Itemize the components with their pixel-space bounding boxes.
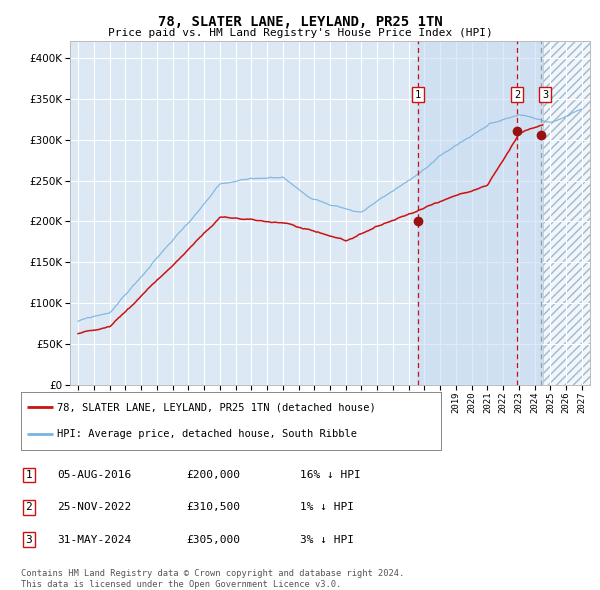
Text: 25-NOV-2022: 25-NOV-2022 [57,503,131,512]
Text: 78, SLATER LANE, LEYLAND, PR25 1TN (detached house): 78, SLATER LANE, LEYLAND, PR25 1TN (deta… [57,402,376,412]
Text: 3: 3 [25,535,32,545]
Text: 3: 3 [542,90,548,100]
Text: 1: 1 [415,90,421,100]
Text: 2: 2 [25,503,32,512]
Text: 78, SLATER LANE, LEYLAND, PR25 1TN: 78, SLATER LANE, LEYLAND, PR25 1TN [158,15,442,29]
Text: 16% ↓ HPI: 16% ↓ HPI [300,470,361,480]
Bar [542,41,590,385]
Text: Price paid vs. HM Land Registry's House Price Index (HPI): Price paid vs. HM Land Registry's House … [107,28,493,38]
Text: 3% ↓ HPI: 3% ↓ HPI [300,535,354,545]
Text: £305,000: £305,000 [186,535,240,545]
Bar [542,41,590,385]
Text: 2: 2 [514,90,520,100]
Text: HPI: Average price, detached house, South Ribble: HPI: Average price, detached house, Sout… [57,429,356,439]
Text: 1% ↓ HPI: 1% ↓ HPI [300,503,354,512]
Text: 1: 1 [25,470,32,480]
Text: £200,000: £200,000 [186,470,240,480]
Text: £310,500: £310,500 [186,503,240,512]
Bar [417,41,542,385]
Text: 05-AUG-2016: 05-AUG-2016 [57,470,131,480]
Text: 31-MAY-2024: 31-MAY-2024 [57,535,131,545]
Text: Contains HM Land Registry data © Crown copyright and database right 2024.
This d: Contains HM Land Registry data © Crown c… [21,569,404,589]
